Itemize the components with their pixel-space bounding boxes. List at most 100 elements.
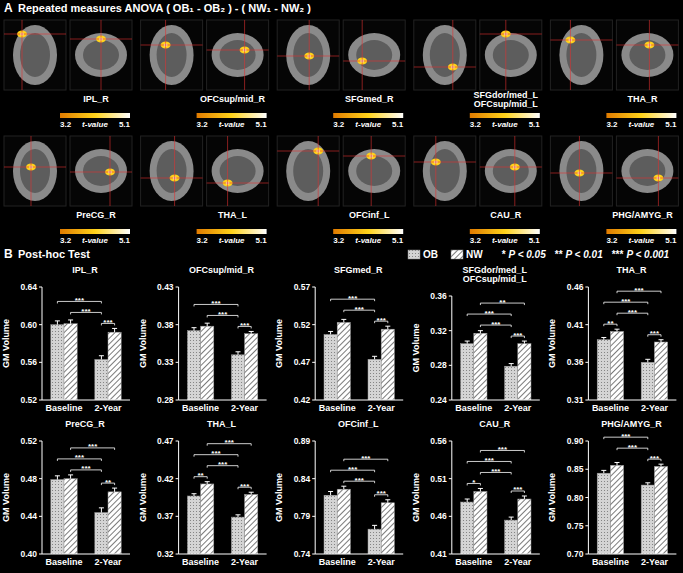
- sig-label: **: [197, 471, 204, 480]
- sig-label: P < 0.05: [509, 249, 547, 260]
- chart-title: SFGmed_R: [334, 265, 383, 275]
- panel-title: Repeated measures ANOVA ( OB₁ - OB₂ ) - …: [18, 2, 311, 14]
- bar: [108, 332, 121, 400]
- y-tick-label: 0.36: [567, 357, 584, 367]
- chart-title: IPL_R: [72, 265, 98, 275]
- error-bar: [615, 462, 620, 465]
- bar: [610, 465, 623, 554]
- brain-shape: [150, 141, 194, 201]
- bar: [518, 344, 531, 400]
- sig-label: ***: [491, 320, 501, 329]
- region-label: CAU_R: [490, 210, 522, 220]
- error-bar: [601, 337, 606, 339]
- error-bar: [328, 331, 333, 334]
- sig-label: ***: [513, 485, 523, 494]
- x-tick-label: Baseline: [455, 557, 492, 567]
- x-tick-label: Baseline: [45, 557, 82, 567]
- x-axis: [452, 400, 540, 401]
- x-axis: [42, 554, 130, 555]
- chart-title: CAU_R: [479, 419, 511, 429]
- bar: [337, 322, 350, 400]
- bar: [641, 485, 654, 554]
- sig-label: P < 0.001: [626, 249, 669, 260]
- colorbar-min: 3.2: [197, 236, 209, 245]
- crosshair: [165, 20, 166, 90]
- crosshair: [452, 20, 453, 90]
- bar: [368, 359, 381, 400]
- error-bar: [112, 328, 117, 332]
- y-tick-label: 0.24: [430, 395, 447, 405]
- error-bar: [249, 492, 254, 494]
- error-bar: [478, 331, 483, 334]
- bar: [187, 496, 200, 554]
- y-tick-label: 0.70: [567, 549, 584, 559]
- crosshair: [277, 56, 339, 57]
- y-tick-label: 0.52: [294, 320, 311, 330]
- chart-title: OFCsup/mid_R: [189, 265, 255, 275]
- brain-slice: [414, 20, 476, 90]
- bar: [324, 495, 337, 554]
- colorbar: [606, 113, 676, 118]
- error-bar: [509, 364, 514, 367]
- brain-shape: [485, 149, 537, 193]
- bar: [95, 513, 108, 554]
- bar: [641, 362, 654, 400]
- x-axis: [315, 554, 403, 555]
- crosshair: [244, 20, 245, 90]
- x-tick-label: Baseline: [319, 403, 356, 413]
- region-label: THA_R: [627, 94, 658, 104]
- sig-label: ***: [361, 454, 371, 463]
- bar: [597, 473, 610, 554]
- y-tick-label: 0.84: [294, 474, 311, 484]
- colorbar-label: t-value: [492, 120, 518, 129]
- y-axis-label: GM Volume: [1, 473, 11, 522]
- error-bar: [509, 517, 514, 520]
- region-cell: SFGmed_R3.2t-value5.1: [277, 20, 405, 129]
- brain-inner: [220, 156, 256, 186]
- colorbar-min: 3.2: [333, 120, 345, 129]
- y-tick-label: 0.48: [20, 474, 37, 484]
- x-axis: [179, 400, 267, 401]
- brain-inner: [430, 33, 460, 77]
- colorbar-min: 3.2: [333, 236, 345, 245]
- brain-shape: [150, 25, 194, 85]
- y-tick-label: 0.64: [20, 282, 37, 292]
- sig-label: ***: [513, 331, 523, 340]
- region-cell: PHG/AMYG_R3.2t-value5.1: [550, 136, 678, 245]
- crosshair: [4, 34, 66, 35]
- sig-label: **: [499, 298, 506, 307]
- brain-slice: [277, 20, 339, 90]
- y-axis: [42, 287, 43, 400]
- region-cell: THA_R3.2t-value5.1: [550, 20, 678, 129]
- bar: [187, 331, 200, 400]
- figure: ARepeated measures ANOVA ( OB₁ - OB₂ ) -…: [0, 0, 683, 573]
- brain-shape: [212, 33, 264, 77]
- sig-label: ***: [650, 329, 660, 338]
- region-cell: OFCsup/mid_R3.2t-value5.1: [141, 20, 269, 129]
- brain-inner: [83, 156, 119, 186]
- colorbar-label: t-value: [219, 120, 245, 129]
- brain-inner: [566, 33, 596, 77]
- marks: [51, 320, 121, 400]
- brain-inner: [356, 156, 392, 186]
- sig-label: ***: [75, 453, 85, 462]
- brain-slice: [550, 136, 612, 206]
- x-tick-label: 2-Year: [504, 557, 532, 567]
- x-tick-label: 2-Year: [94, 557, 122, 567]
- error-bar: [99, 508, 104, 513]
- crosshair: [435, 136, 436, 206]
- marks: [51, 475, 121, 554]
- y-tick-label: 0.31: [567, 395, 584, 405]
- y-axis: [42, 441, 43, 554]
- brain-inner: [566, 149, 596, 193]
- y-tick-label: 0.89: [294, 436, 311, 446]
- region-cell: SFGdor/med_LOFCsup/mid_L3.2t-value5.1: [414, 20, 542, 129]
- y-axis-label: GM Volume: [274, 473, 284, 522]
- error-bar: [478, 488, 483, 491]
- error-bar: [55, 476, 60, 480]
- sig-label: ***: [88, 442, 98, 451]
- sig-label: ***: [491, 467, 501, 476]
- brain-slice: [141, 136, 203, 206]
- chart: SFGdor/med_LOFCsup/mid_LGM Volume0.240.2…: [411, 265, 540, 413]
- region-label: PreCG_R: [76, 210, 116, 220]
